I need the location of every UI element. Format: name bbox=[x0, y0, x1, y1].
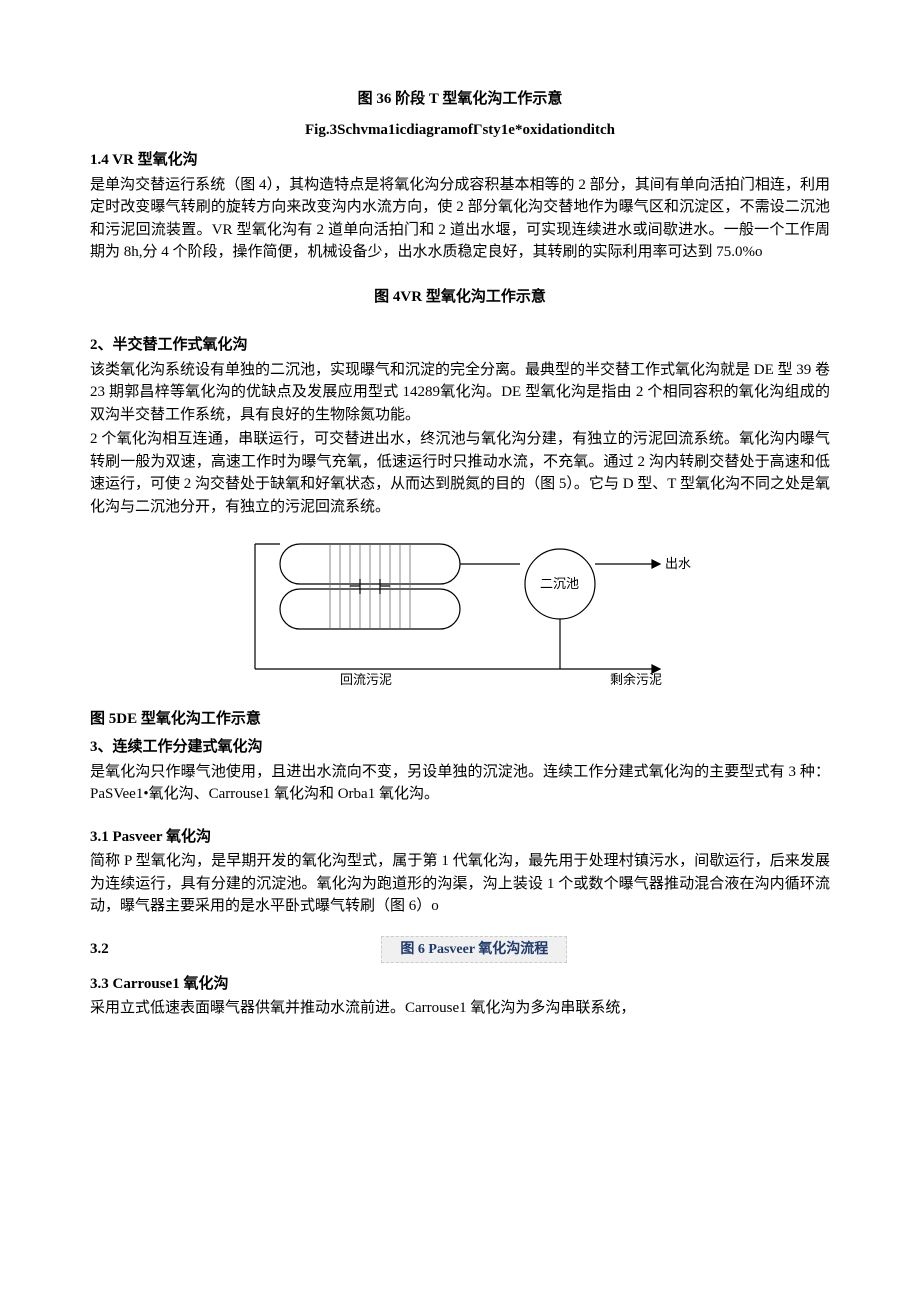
fig5-label-outlet: 出水 bbox=[665, 556, 691, 571]
sec14-body: 是单沟交替运行系统（图 4），其构造特点是将氧化沟分成容积基本相等的 2 部分，… bbox=[90, 174, 830, 264]
sec31-heading: 3.1 Pasveer 氧化沟 bbox=[90, 826, 830, 849]
fig5-title: 图 5DE 型氧化沟工作示意 bbox=[90, 708, 830, 731]
fig5-label-excess: 剩余污泥 bbox=[610, 672, 662, 687]
sec14-heading: 1.4 VR 型氧化沟 bbox=[90, 149, 830, 172]
fig5-label-clarifier: 二沉池 bbox=[540, 576, 579, 591]
sec33-heading: 3.3 Carrouse1 氧化沟 bbox=[90, 973, 830, 996]
fig5-diagram: 出水 二沉池 回流污泥 剩余污泥 bbox=[90, 524, 830, 702]
page-content: 图 36 阶段 T 型氧化沟工作示意 Fig.3Schvma1icdiagram… bbox=[0, 0, 920, 1082]
sec33-body: 采用立式低速表面曝气器供氧并推动水流前进。Carrouse1 氧化沟为多沟串联系… bbox=[90, 997, 830, 1020]
fig4-title: 图 4VR 型氧化沟工作示意 bbox=[90, 286, 830, 309]
sec3-heading: 3、连续工作分建式氧化沟 bbox=[90, 736, 830, 759]
sec32-heading: 3.2 bbox=[90, 938, 109, 961]
sec3-body: 是氧化沟只作曝气池使用，且进出水流向不变，另设单独的沉淀池。连续工作分建式氧化沟… bbox=[90, 761, 830, 806]
fig6-caption: 图 6 Pasveer 氧化沟流程 bbox=[381, 936, 567, 963]
fig36-title: 图 36 阶段 T 型氧化沟工作示意 bbox=[90, 88, 830, 111]
fig36-subtitle: Fig.3Schvma1icdiagramofΓsty1e*oxidationd… bbox=[90, 119, 830, 142]
sec2-p2: 2 个氧化沟相互连通，串联运行，可交替进出水，终沉池与氧化沟分建，有独立的污泥回… bbox=[90, 428, 830, 518]
de-ditch-svg: 出水 二沉池 回流污泥 剩余污泥 bbox=[220, 524, 700, 694]
sec2-heading: 2、半交替工作式氧化沟 bbox=[90, 334, 830, 357]
sec2-p1: 该类氧化沟系统设有单独的二沉池，实现曝气和沉淀的完全分离。最典型的半交替工作式氧… bbox=[90, 359, 830, 427]
sec31-body: 简称 P 型氧化沟，是早期开发的氧化沟型式，属于第 1 代氧化沟，最先用于处理村… bbox=[90, 850, 830, 918]
fig5-label-return: 回流污泥 bbox=[340, 672, 392, 687]
